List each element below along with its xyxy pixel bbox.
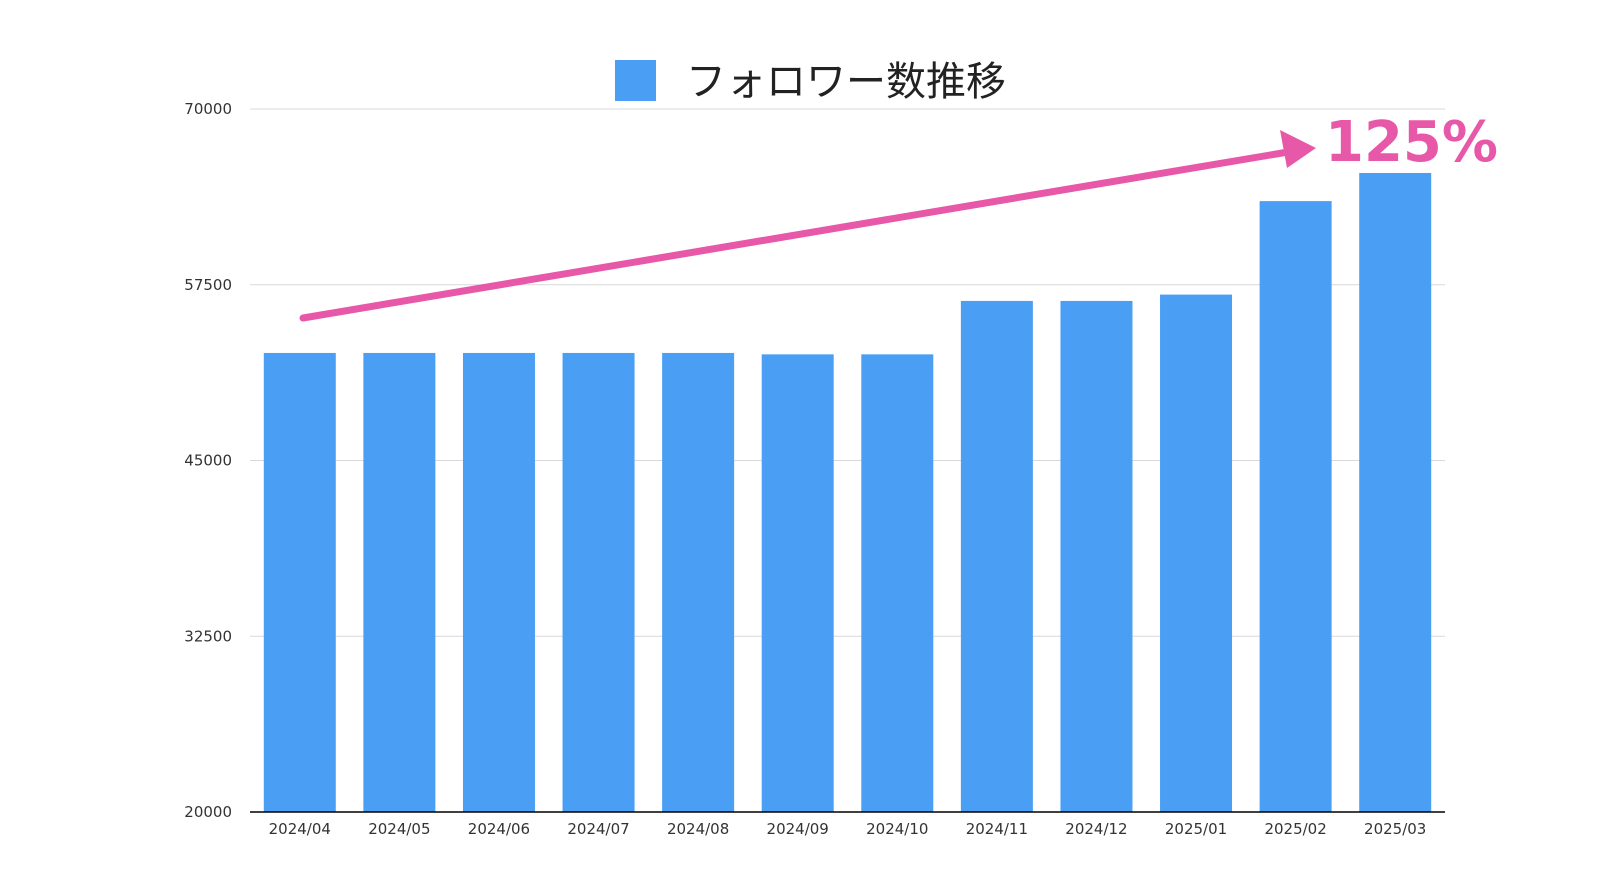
- y-tick-label: 20000: [184, 803, 232, 821]
- growth-arrow: [299, 148, 1292, 322]
- x-tick-label: 2024/07: [567, 820, 629, 838]
- x-tick-label: 2024/04: [269, 820, 331, 838]
- y-tick-label: 57500: [184, 276, 232, 294]
- x-tick-label: 2025/02: [1264, 820, 1326, 838]
- bar-2025-02: [1259, 201, 1332, 812]
- bar-2024-05: [363, 352, 436, 812]
- grid-lines: [250, 108, 1445, 637]
- x-tick-labels: 2024/04 2024/05 2024/06 2024/07 2024/08 2024/…: [269, 820, 1427, 838]
- x-tick-label: 2024/05: [368, 820, 430, 838]
- bar-2024-06: [462, 352, 535, 812]
- x-tick-label: 2024/08: [667, 820, 729, 838]
- y-tick-label: 70000: [184, 100, 232, 118]
- bars: [263, 172, 1432, 812]
- bar-2024-12: [1060, 300, 1133, 812]
- bar-2024-09: [761, 354, 834, 812]
- bar-2025-01: [1160, 294, 1233, 812]
- bar-2024-08: [662, 352, 735, 812]
- bar-2025-03: [1359, 172, 1432, 812]
- legend: フォロワー数推移: [615, 59, 1006, 105]
- bar-2024-04: [263, 352, 336, 812]
- x-tick-label: 2024/06: [468, 820, 530, 838]
- legend-label: フォロワー数推移: [686, 59, 1006, 105]
- bar-2024-11: [960, 300, 1033, 812]
- bar-2024-07: [562, 352, 635, 812]
- growth-percentage-label: 125%: [1325, 110, 1498, 175]
- y-tick-label: 32500: [184, 627, 232, 645]
- x-tick-label: 2024/10: [866, 820, 928, 838]
- y-tick-labels: 20000 32500 45000 57500 70000: [184, 100, 232, 821]
- x-tick-label: 2024/11: [966, 820, 1028, 838]
- bar-2024-10: [861, 354, 934, 812]
- growth-arrow-head: [1280, 130, 1316, 168]
- legend-swatch: [615, 60, 656, 101]
- y-tick-label: 45000: [184, 452, 232, 470]
- x-tick-label: 2025/03: [1364, 820, 1426, 838]
- growth-annotation: 125%: [299, 110, 1498, 322]
- x-tick-label: 2025/01: [1165, 820, 1227, 838]
- x-tick-label: 2024/09: [767, 820, 829, 838]
- x-tick-label: 2024/12: [1065, 820, 1127, 838]
